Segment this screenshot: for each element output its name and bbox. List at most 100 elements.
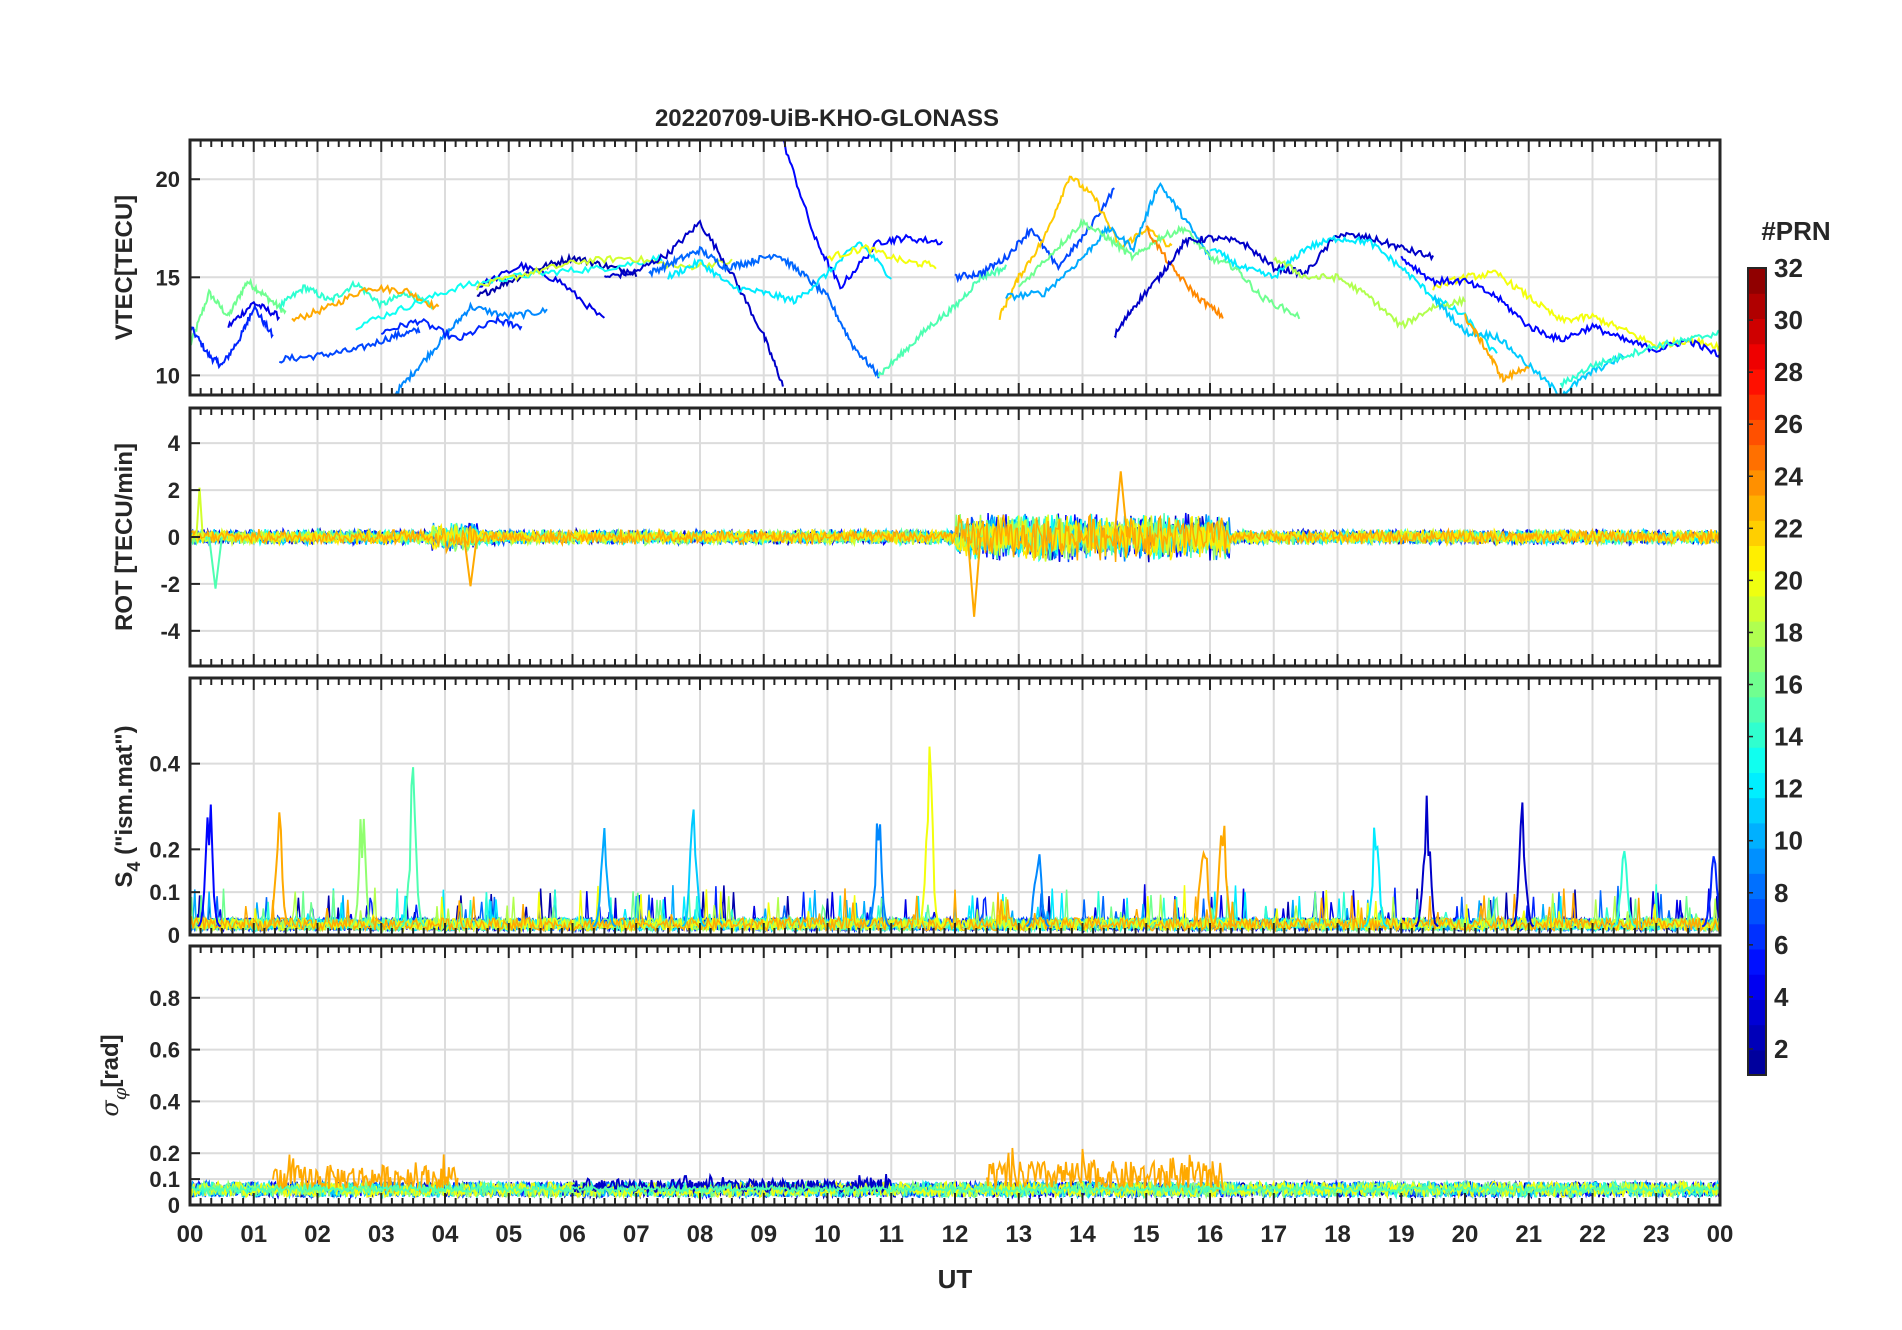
- s4-spike-prn-9: [866, 823, 891, 928]
- x-tick-label: 18: [1324, 1221, 1351, 1248]
- x-axis-ticks: 00 01 02 03 04 05 06 07 08 09 10 11 12 13 14 15 16 17 18 19…: [177, 1221, 1734, 1248]
- vtec-series-prn-22: [998, 175, 1173, 321]
- x-tick-label: 20: [1452, 1221, 1479, 1248]
- colorbar-bin: [1748, 923, 1766, 950]
- vtec-series-prn-5: [1400, 255, 1720, 358]
- x-tick-label: 11: [879, 1221, 904, 1248]
- y-tick-label: 2: [168, 478, 180, 503]
- colorbar-bin: [1748, 469, 1766, 496]
- colorbar-tick-label: 26: [1774, 409, 1803, 439]
- vtec-series-prn-16: [190, 277, 287, 346]
- s4-spike-prn-12: [1363, 827, 1388, 928]
- s4-spike-prn-23: [1210, 825, 1235, 928]
- x-tick-label: 00: [1707, 1221, 1734, 1248]
- panel-rot: -4 -2 0 2 4 ROT [TECU/min]: [111, 406, 1722, 668]
- x-tick-label: 15: [1133, 1221, 1160, 1248]
- x-tick-label: 16: [1197, 1221, 1224, 1248]
- colorbar-bin: [1748, 343, 1766, 370]
- x-tick-label: 21: [1515, 1221, 1542, 1248]
- vtec-series-prn-18: [1273, 256, 1466, 330]
- vtec-series-prn-3: [604, 219, 784, 387]
- y-tick-label: 0.8: [149, 986, 180, 1011]
- vtec-series-prn-14: [1559, 329, 1720, 390]
- colorbar-bin: [1748, 570, 1766, 597]
- vtec-series-prn-9: [393, 301, 548, 395]
- x-tick-label: 22: [1579, 1221, 1606, 1248]
- series-group-rot: [190, 471, 1720, 617]
- rot-spike-prn-19: [195, 487, 204, 538]
- sigma-band-prn-3: [571, 1172, 893, 1196]
- y-tick-label: 0: [168, 923, 180, 948]
- y-tick-label: 0.2: [149, 837, 180, 862]
- colorbar-bin: [1748, 394, 1766, 420]
- vtec-series-prn-10: [1005, 181, 1211, 302]
- panel-sigma_phi: 00.10.2 0.4 0.6 0.8 σφ[rad]: [96, 944, 1722, 1218]
- x-tick-label: 23: [1643, 1221, 1670, 1248]
- y-tick-label: 0.4: [149, 752, 180, 777]
- y-axis-label: S4 ("ism.mat"): [111, 725, 144, 887]
- colorbar-tick-label: 30: [1774, 305, 1803, 335]
- colorbar-tick-label: 2: [1774, 1034, 1788, 1064]
- colorbar-bin: [1748, 696, 1766, 723]
- x-tick-label: 01: [240, 1221, 267, 1248]
- x-tick-label: 14: [1069, 1221, 1096, 1248]
- x-tick-label: 09: [750, 1221, 777, 1248]
- colorbar-bin: [1748, 646, 1766, 673]
- colorbar-bin: [1748, 368, 1766, 395]
- colorbar-tick-label: 20: [1774, 565, 1803, 595]
- colorbar-bin: [1748, 595, 1766, 622]
- x-tick-label: 17: [1260, 1221, 1287, 1248]
- colorbar-bin: [1748, 873, 1766, 900]
- colorbar-bin: [1748, 772, 1766, 799]
- y-tick-label: 15: [156, 265, 180, 290]
- y-axis-label: VTEC[TECU]: [111, 195, 138, 340]
- x-tick-label: 04: [432, 1221, 459, 1248]
- colorbar-bin: [1748, 444, 1766, 471]
- s4-spike-prn-10: [592, 828, 617, 928]
- colorbar-label: #PRN: [1761, 216, 1830, 246]
- vtec-series-prn-16: [1018, 217, 1301, 320]
- sigma-band-prn-23: [986, 1147, 1224, 1192]
- vtec-series-prn-24: [1145, 225, 1224, 320]
- vtec-series-prn-20: [1432, 269, 1720, 352]
- vtec-series-prn-2: [476, 252, 638, 298]
- colorbar-bin: [1748, 520, 1766, 547]
- colorbar-tick-label: 16: [1774, 670, 1803, 700]
- colorbar-tick-label: 32: [1774, 253, 1803, 283]
- colorbar-bin: [1748, 822, 1766, 849]
- colorbar-tick-label: 14: [1774, 722, 1803, 752]
- vtec-series-prn-19: [475, 254, 733, 291]
- y-tick-label: 0: [168, 525, 180, 550]
- s4-spike-prn-17: [350, 818, 375, 928]
- vtec-series-prn-20: [826, 243, 937, 270]
- sigma-band-prn-15: [190, 1181, 1720, 1196]
- chart-title: 20220709-UiB-KHO-GLONASS: [655, 105, 999, 132]
- y-tick-label: 10: [156, 363, 180, 388]
- colorbar-tick-label: 28: [1774, 357, 1803, 387]
- y-tick-label: 0.6: [149, 1038, 180, 1063]
- colorbar-bin: [1748, 293, 1766, 320]
- s4-spike-prn-20: [917, 746, 942, 927]
- colorbar-tick-label: 10: [1774, 826, 1803, 856]
- panel-s4: 0 0.1 0.2 0.4S4 ("ism.mat"): [111, 676, 1722, 948]
- rot-spike-prn-15: [208, 536, 223, 589]
- x-tick-label: 12: [942, 1221, 969, 1248]
- vtec-series-prn-6: [380, 314, 523, 342]
- x-tick-label: 02: [304, 1221, 331, 1248]
- colorbar-bin: [1748, 948, 1766, 975]
- x-tick-label: 13: [1005, 1221, 1032, 1248]
- colorbar-bin: [1748, 797, 1766, 824]
- x-tick-label: 06: [559, 1221, 586, 1248]
- colorbar-tick-label: 6: [1774, 930, 1788, 960]
- colorbar-tick-label: 4: [1774, 982, 1789, 1012]
- colorbar-bin: [1748, 1049, 1766, 1076]
- vtec-series-prn-3: [1113, 231, 1434, 339]
- vtec-series-prn-23: [291, 283, 440, 323]
- vtec-series-prn-14: [279, 279, 434, 310]
- colorbar-bin: [1748, 318, 1766, 345]
- s4-spike-prn-14: [1612, 850, 1637, 928]
- s4-spike-prn-6: [1701, 856, 1720, 928]
- vtec-series-prn-15: [877, 264, 1007, 378]
